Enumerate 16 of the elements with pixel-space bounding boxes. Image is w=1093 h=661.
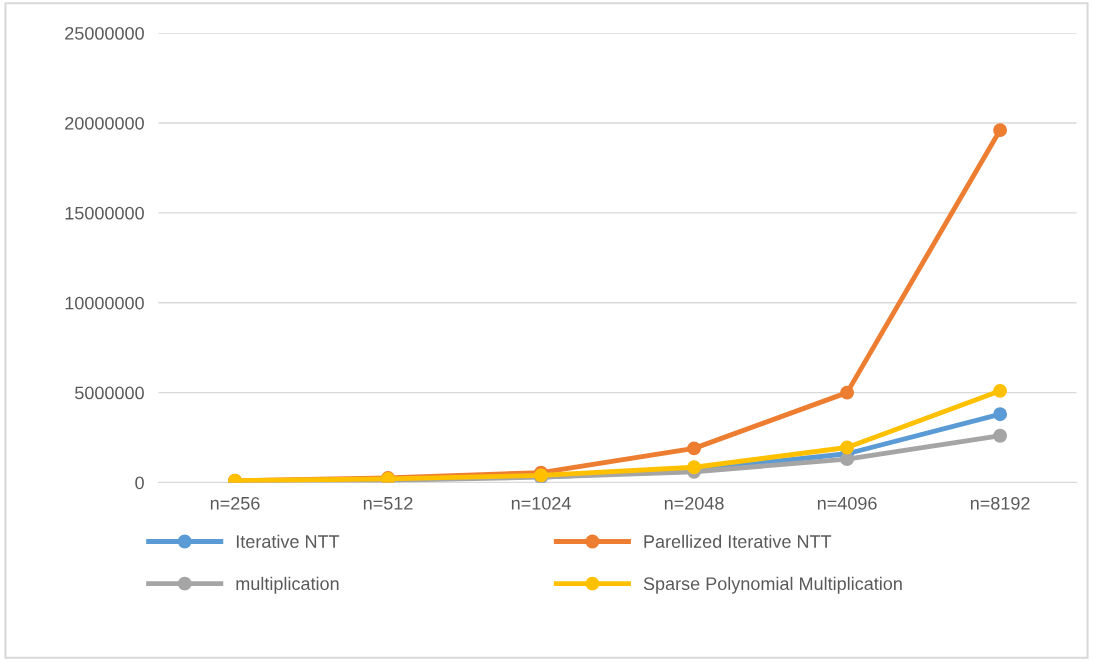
x-tick-label: n=8192 [970,496,1030,510]
legend-label: Sparse Polynomial Multiplication [643,576,902,594]
x-tick-label: n=4096 [817,496,877,510]
legend-label: Parellized Iterative NTT [644,534,832,548]
y-tick-label: 5000000 [75,386,144,400]
x-tick-label: n=1024 [511,496,571,510]
legend-label: Iterative NTT [236,534,340,548]
y-tick-label: 15000000 [65,206,144,220]
y-tick-label: 20000000 [65,116,144,130]
y-tick-label: 0 [135,476,144,490]
x-tick-label: n=256 [210,496,260,510]
y-tick-label: 25000000 [65,26,144,40]
x-tick-label: n=2048 [664,496,724,510]
y-tick-label: 10000000 [65,296,144,310]
x-tick-label: n=512 [363,496,413,510]
legend-label: multiplication [236,576,339,594]
